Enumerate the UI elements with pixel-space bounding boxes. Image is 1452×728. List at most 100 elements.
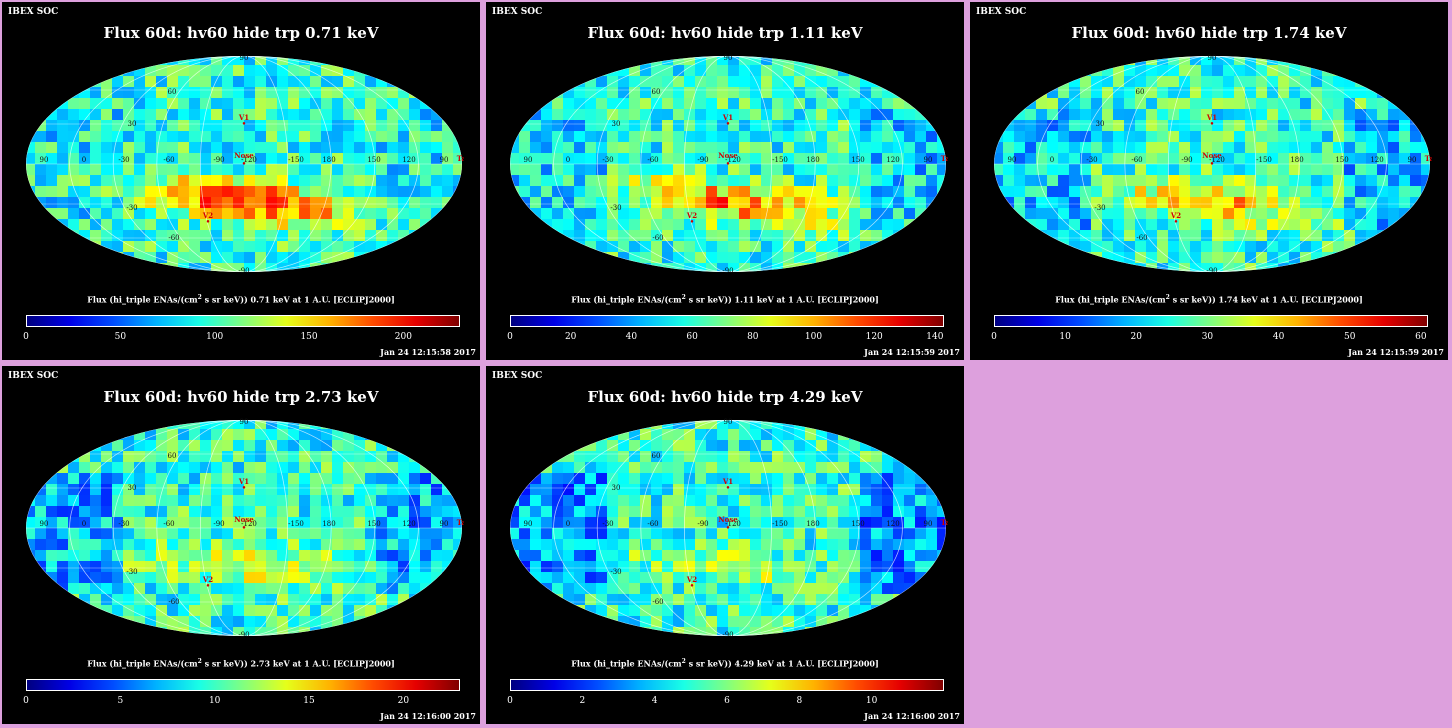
longitude-label: 150 xyxy=(367,156,380,164)
skymap-panel-2: IBEX SOC Flux 60d: hv60 hide trp 1.11 keV… xyxy=(486,2,964,360)
latitude-label: -30 xyxy=(126,568,137,576)
colorbar xyxy=(994,315,1428,327)
colorbar-tick-label: 30 xyxy=(1201,332,1214,342)
timestamp-label: Jan 24 12:16:00 2017 xyxy=(864,711,960,721)
latitude-label: 30 xyxy=(612,484,621,492)
v2-marker: • xyxy=(690,217,694,226)
nose-marker-label: Nose xyxy=(234,515,254,524)
longitude-label: 0 xyxy=(566,156,570,164)
latitude-label: -60 xyxy=(168,598,179,606)
colorbar-tick-label: 15 xyxy=(303,696,315,706)
timestamp-label: Jan 24 12:15:58 2017 xyxy=(380,347,476,357)
colorbar-ticks: 0 20 40 60 80 100 120 140 xyxy=(507,332,944,344)
longitude-label: 150 xyxy=(367,520,380,528)
longitude-label: 180 xyxy=(322,520,335,528)
v1-marker-label: V1 xyxy=(722,477,733,486)
v1-marker-label: V1 xyxy=(722,113,733,122)
mollweide-sky-map: 90 -90 90 0 -30 -60 -90 -120 -150 180 150 120 90 60 30… xyxy=(510,54,948,274)
colorbar-ticks: 0 10 20 30 40 50 60 xyxy=(991,332,1428,344)
longitude-label: -90 xyxy=(697,156,708,164)
colorbar-unit-label: Flux (hi_triple ENAs/(cm2 s sr keV)) 1.1… xyxy=(571,294,879,305)
longitude-label: -120 xyxy=(241,520,257,528)
colorbar-tick-label: 0 xyxy=(23,332,29,342)
colorbar-unit-label: Flux (hi_triple ENAs/(cm2 s sr keV)) 2.7… xyxy=(87,658,395,669)
nose-marker: • xyxy=(726,523,730,532)
longitude-label: -30 xyxy=(602,520,613,528)
colorbar-tick-label: 10 xyxy=(1059,332,1071,342)
longitude-label: 120 xyxy=(402,520,415,528)
longitude-label: -90 xyxy=(213,156,224,164)
latitude-label: 30 xyxy=(612,120,621,128)
v1-marker: • xyxy=(1210,119,1214,128)
colorbar-unit-label: Flux (hi_triple ENAs/(cm2 s sr keV)) 0.7… xyxy=(87,294,395,305)
latitude-label: 60 xyxy=(652,88,661,96)
longitude-label: -60 xyxy=(1131,156,1142,164)
longitude-label: -30 xyxy=(602,156,613,164)
colorbar-tick-label: 80 xyxy=(747,332,759,342)
north-pole-label: 90 xyxy=(724,54,733,62)
colorbar-tick-label: 2 xyxy=(579,696,586,706)
longitude-label: 150 xyxy=(851,156,864,164)
longitude-label: 180 xyxy=(1290,156,1303,164)
longitude-label: 150 xyxy=(1335,156,1348,164)
colorbar-tick-label: 50 xyxy=(114,332,127,342)
mollweide-sky-map: 90 -90 90 0 -30 -60 -90 -120 -150 180 150 120 90 60 30… xyxy=(26,418,464,638)
skymap-panel-4: IBEX SOC Flux 60d: hv60 hide trp 2.73 keV… xyxy=(2,366,480,724)
v2-marker-label: V2 xyxy=(686,211,697,220)
v2-marker-label: V2 xyxy=(686,575,697,584)
colorbar-tick-label: 40 xyxy=(625,332,638,342)
ibex-soc-label: IBEX SOC xyxy=(976,7,1027,17)
colorbar-tick-label: 10 xyxy=(208,696,221,706)
longitude-label: 90 xyxy=(524,520,533,528)
v1-marker: • xyxy=(242,119,246,128)
longitude-label: 90 xyxy=(924,520,933,528)
mollweide-sky-map: 90 -90 90 0 -30 -60 -90 -120 -150 180 150 120 90 60 30… xyxy=(26,54,464,274)
colorbar-tick-label: 120 xyxy=(865,332,883,342)
longitude-label: 90 xyxy=(440,156,449,164)
longitude-label: 0 xyxy=(82,156,86,164)
v2-marker: • xyxy=(690,581,694,590)
panel-title: Flux 60d: hv60 hide trp 2.73 keV xyxy=(103,388,379,406)
latitude-label: 30 xyxy=(128,120,137,128)
colorbar xyxy=(26,315,460,327)
longitude-label: -60 xyxy=(163,156,174,164)
tail-marker-label: Tail xyxy=(457,154,464,163)
longitude-label: 0 xyxy=(566,520,570,528)
latitude-label: -30 xyxy=(610,568,621,576)
colorbar xyxy=(510,315,944,327)
timestamp-label: Jan 24 12:15:59 2017 xyxy=(1348,347,1444,357)
colorbar-tick-label: 100 xyxy=(206,332,224,342)
longitude-label: -30 xyxy=(118,156,129,164)
v2-marker: • xyxy=(1174,217,1178,226)
longitude-label: 120 xyxy=(886,156,899,164)
longitude-label: -90 xyxy=(697,520,708,528)
nose-marker: • xyxy=(242,159,246,168)
v1-marker-label: V1 xyxy=(238,113,249,122)
north-pole-label: 90 xyxy=(240,54,249,62)
longitude-label: -150 xyxy=(772,156,788,164)
colorbar-tick-label: 100 xyxy=(804,332,823,342)
longitude-label: -30 xyxy=(1086,156,1097,164)
longitude-label: -150 xyxy=(1256,156,1272,164)
longitude-label: 90 xyxy=(40,156,49,164)
colorbar-unit-label: Flux (hi_triple ENAs/(cm2 s sr keV)) 1.7… xyxy=(1055,294,1363,305)
latitude-label: 60 xyxy=(168,452,177,460)
latitude-label: -30 xyxy=(1094,204,1105,212)
longitude-label: 0 xyxy=(82,520,86,528)
latitude-label: 60 xyxy=(168,88,177,96)
nose-marker: • xyxy=(1210,159,1214,168)
panel-title: Flux 60d: hv60 hide trp 1.74 keV xyxy=(1071,24,1347,42)
longitude-label: -60 xyxy=(647,520,658,528)
nose-marker: • xyxy=(726,159,730,168)
colorbar-tick-label: 5 xyxy=(117,696,124,706)
colorbar-tick-label: 0 xyxy=(991,332,997,342)
v1-marker: • xyxy=(726,119,730,128)
longitude-label: -120 xyxy=(725,520,741,528)
colorbar-tick-label: 0 xyxy=(507,696,513,706)
v2-marker: • xyxy=(206,581,210,590)
longitude-label: 90 xyxy=(924,156,933,164)
latitude-label: 30 xyxy=(1096,120,1105,128)
longitude-label: -120 xyxy=(725,156,741,164)
colorbar-tick-label: 50 xyxy=(1344,332,1356,342)
latitude-label: -60 xyxy=(168,234,179,242)
